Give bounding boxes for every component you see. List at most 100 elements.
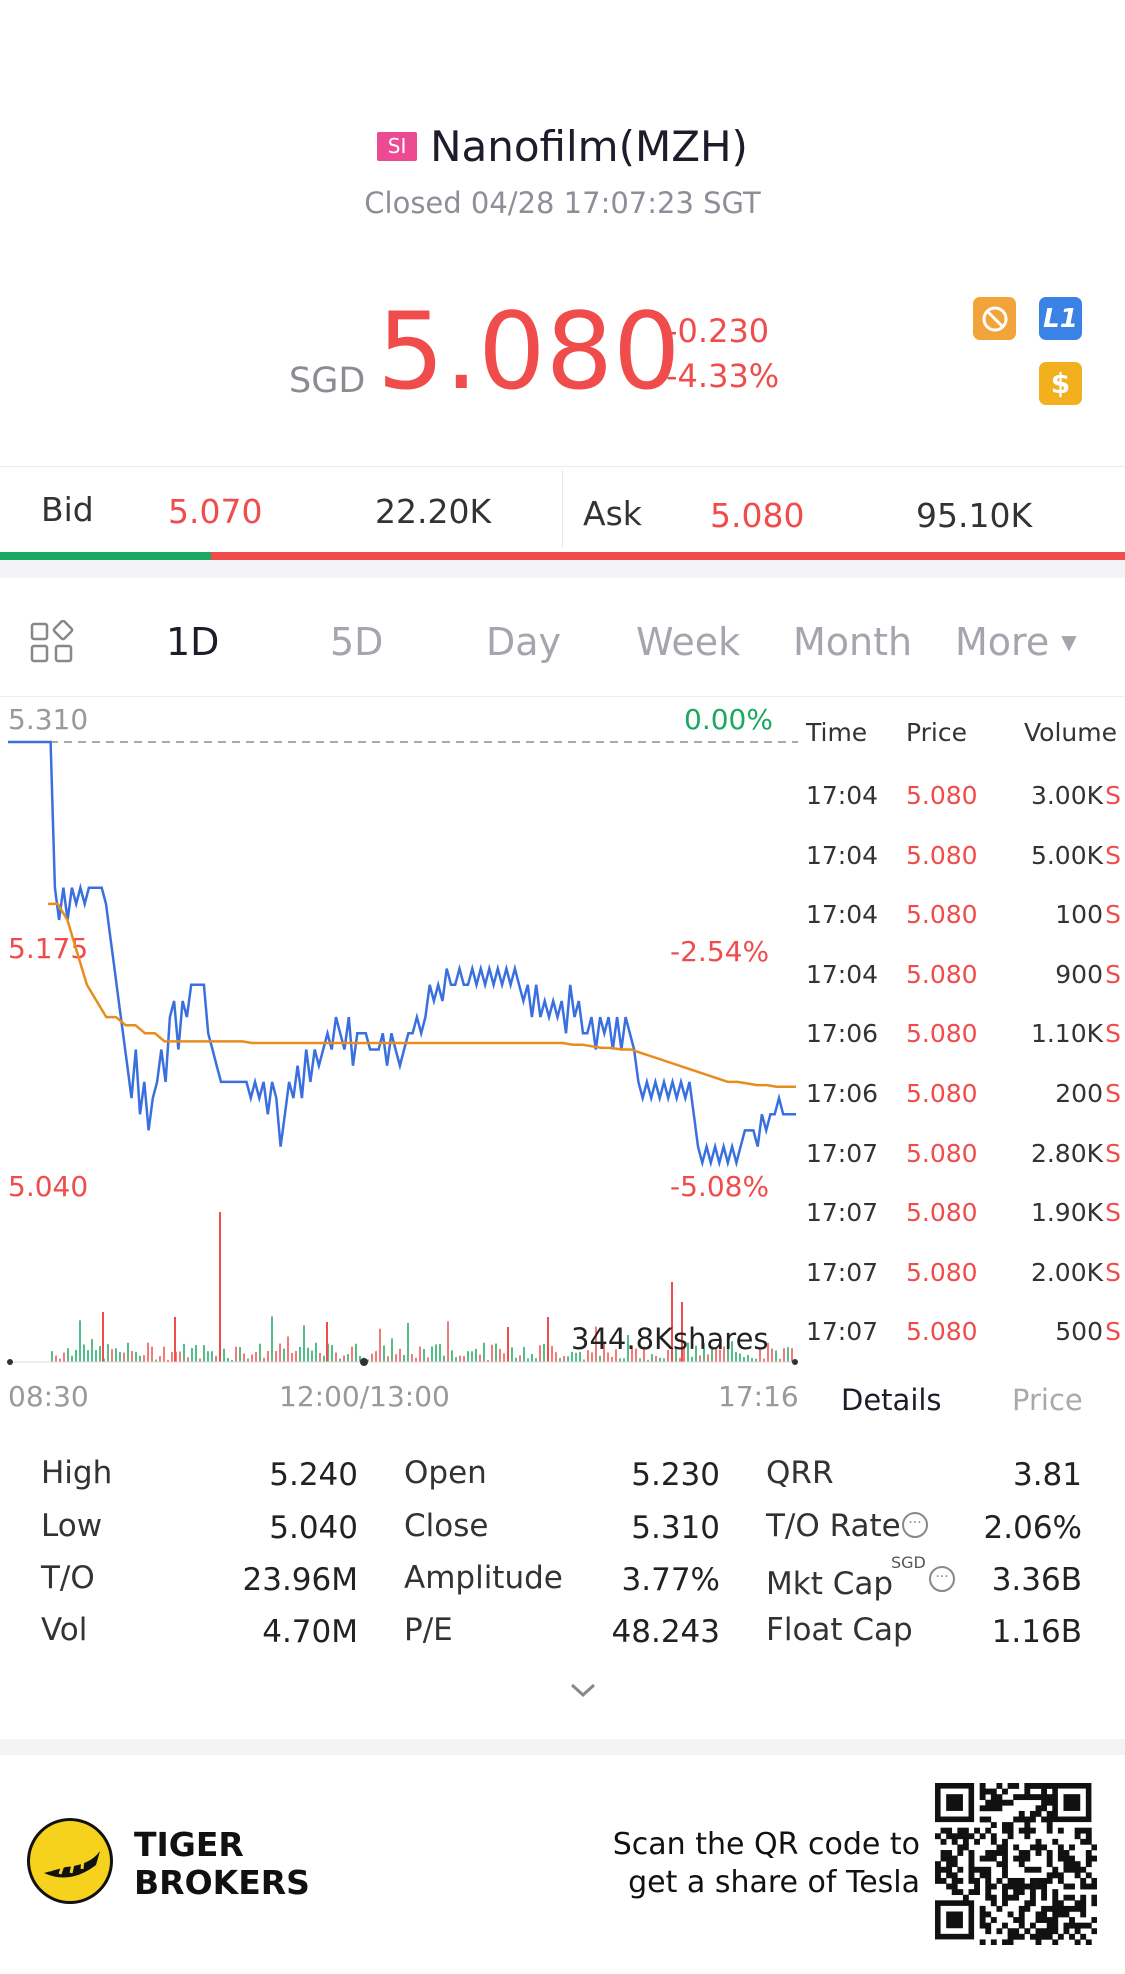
tab-week[interactable]: Week bbox=[636, 620, 741, 664]
tab-1d[interactable]: 1D bbox=[166, 620, 220, 664]
qrr-label: QRR bbox=[766, 1455, 834, 1491]
trade-price: 5.080 bbox=[906, 959, 978, 989]
trade-price: 5.080 bbox=[906, 1138, 978, 1168]
float-cap-label: Float Cap bbox=[766, 1612, 913, 1648]
trade-time: 17:04 bbox=[806, 840, 879, 870]
trade-row: 17:07 5.080 2.80K S bbox=[806, 1139, 1125, 1199]
qrr-value: 3.81 bbox=[1012, 1457, 1082, 1493]
caret-down-icon: ▼ bbox=[1061, 630, 1077, 654]
tab-more-label: More bbox=[955, 620, 1050, 664]
brand-line1: TIGER bbox=[134, 1825, 244, 1864]
trade-side: S bbox=[1105, 1079, 1121, 1108]
trade-volume: 900 bbox=[1055, 959, 1103, 989]
price-line bbox=[8, 740, 796, 1168]
trade-row: 17:04 5.080 900 S bbox=[806, 960, 1125, 1020]
price-change-pct: -4.33% bbox=[666, 357, 780, 395]
trade-volume: 2.00K bbox=[1030, 1257, 1103, 1287]
bid-price: 5.070 bbox=[168, 492, 263, 531]
trade-row: 17:04 5.080 100 S bbox=[806, 900, 1125, 960]
trades-header-price: Price bbox=[906, 718, 967, 747]
info-icon[interactable]: ··· bbox=[902, 1512, 928, 1538]
no-short-icon[interactable] bbox=[973, 297, 1016, 340]
trade-volume: 500 bbox=[1055, 1317, 1103, 1347]
trade-side: S bbox=[1105, 1019, 1121, 1049]
chart-layout-icon[interactable] bbox=[30, 619, 74, 664]
level1-icon[interactable]: L1 bbox=[1039, 297, 1082, 340]
ask-label: Ask bbox=[583, 494, 642, 533]
bid-label: Bid bbox=[41, 490, 94, 529]
chevron-down-icon[interactable] bbox=[568, 1678, 598, 1702]
promo-line2: get a share of Tesla bbox=[628, 1865, 920, 1900]
tab-5d[interactable]: 5D bbox=[330, 620, 384, 664]
pe-value: 48.243 bbox=[611, 1614, 720, 1650]
trade-time: 17:04 bbox=[806, 900, 879, 930]
trade-side: S bbox=[1105, 781, 1121, 810]
qr-code[interactable] bbox=[935, 1783, 1097, 1945]
bid-strength-bar bbox=[0, 552, 211, 560]
high-value: 5.240 bbox=[269, 1457, 358, 1493]
trade-price: 5.080 bbox=[906, 1257, 978, 1287]
high-label: High bbox=[41, 1455, 113, 1491]
trade-time: 17:07 bbox=[806, 1198, 879, 1228]
trade-time: 17:07 bbox=[806, 1257, 879, 1287]
trade-side: S bbox=[1105, 959, 1121, 989]
brand-name: TIGER BROKERS bbox=[134, 1826, 310, 1902]
trade-price: 5.080 bbox=[906, 1198, 978, 1228]
tab-price[interactable]: Price bbox=[1012, 1383, 1083, 1417]
tab-day[interactable]: Day bbox=[486, 620, 562, 664]
trade-volume: 2.80K bbox=[1030, 1138, 1103, 1168]
info-icon[interactable]: ··· bbox=[929, 1566, 955, 1592]
volume-total: 344.8Kshares bbox=[571, 1322, 769, 1356]
currency-label: SGD bbox=[289, 361, 366, 401]
trade-price: 5.080 bbox=[906, 1019, 978, 1049]
trade-row: 17:07 5.080 1.90K S bbox=[806, 1198, 1125, 1258]
dollar-icon[interactable]: $ bbox=[1039, 362, 1082, 405]
tab-details[interactable]: Details bbox=[841, 1383, 942, 1417]
open-label: Open bbox=[404, 1455, 487, 1491]
close-label: Close bbox=[404, 1508, 489, 1544]
x-axis-start-dot bbox=[7, 1359, 13, 1365]
tab-more[interactable]: More ▼ bbox=[955, 620, 1077, 664]
trade-row: 17:07 5.080 500 S bbox=[806, 1317, 1125, 1377]
trade-side: S bbox=[1105, 1198, 1121, 1228]
tab-month[interactable]: Month bbox=[793, 620, 913, 664]
market-status: Closed 04/28 17:07:23 SGT bbox=[364, 186, 761, 220]
trade-row: 17:07 5.080 2.00K S bbox=[806, 1258, 1125, 1318]
amplitude-value: 3.77% bbox=[621, 1562, 720, 1598]
ask-size: 95.10K bbox=[916, 496, 1033, 535]
bid-size: 22.20K bbox=[375, 492, 492, 531]
trade-time: 17:06 bbox=[806, 1079, 879, 1108]
last-price: 5.080 bbox=[377, 290, 681, 413]
low-value: 5.040 bbox=[269, 1510, 358, 1546]
trades-header-time: Time bbox=[806, 718, 868, 747]
footer-divider bbox=[0, 1739, 1125, 1755]
to-value: 23.96M bbox=[242, 1562, 359, 1598]
price-chart[interactable] bbox=[0, 700, 800, 1370]
trades-header-volume: Volume bbox=[1024, 718, 1117, 747]
y-label-bottom: 5.040 bbox=[8, 1170, 89, 1203]
x-label-close: 17:16 bbox=[718, 1380, 799, 1413]
low-label: Low bbox=[41, 1508, 103, 1544]
trade-time: 17:06 bbox=[806, 1019, 879, 1049]
open-value: 5.230 bbox=[631, 1457, 720, 1493]
trade-side: S bbox=[1105, 1257, 1121, 1287]
trade-volume: 1.10K bbox=[1030, 1019, 1103, 1049]
trade-time: 17:04 bbox=[806, 959, 879, 989]
vol-value: 4.70M bbox=[262, 1614, 358, 1650]
mkt-cap-value: 3.36B bbox=[991, 1562, 1082, 1598]
tabs-divider bbox=[0, 696, 1125, 697]
trade-volume: 1.90K bbox=[1030, 1198, 1103, 1228]
stock-title: Nanofilm(MZH) bbox=[430, 122, 748, 171]
section-gap bbox=[0, 560, 1125, 578]
trade-price: 5.080 bbox=[906, 840, 978, 870]
trade-side: S bbox=[1105, 840, 1121, 870]
pct-label-top: 0.00% bbox=[684, 703, 773, 736]
pct-label-bottom: -5.08% bbox=[670, 1170, 770, 1203]
trade-price: 5.080 bbox=[906, 900, 978, 930]
ask-strength-bar bbox=[211, 552, 1125, 560]
trade-volume: 100 bbox=[1055, 900, 1103, 930]
to-label: T/O bbox=[41, 1560, 95, 1596]
to-rate-label: T/O Rate bbox=[766, 1508, 901, 1544]
brand-line2: BROKERS bbox=[134, 1863, 310, 1902]
trade-price: 5.080 bbox=[906, 1079, 978, 1108]
